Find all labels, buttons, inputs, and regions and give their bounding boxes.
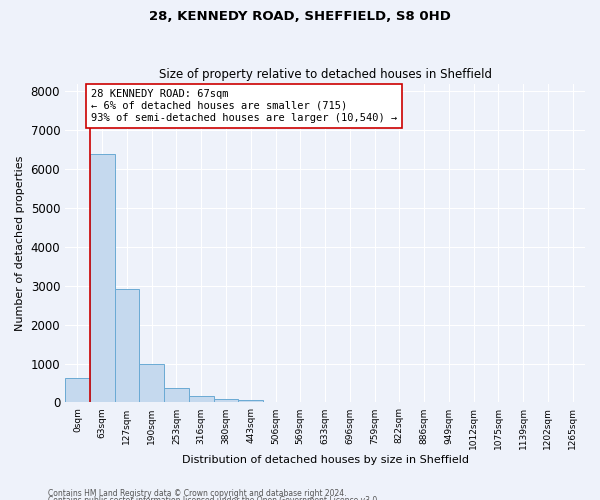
Bar xyxy=(115,289,139,403)
Bar xyxy=(189,396,214,402)
Bar xyxy=(139,364,164,403)
Text: Contains public sector information licensed under the Open Government Licence v3: Contains public sector information licen… xyxy=(48,496,380,500)
Text: Contains HM Land Registry data © Crown copyright and database right 2024.: Contains HM Land Registry data © Crown c… xyxy=(48,488,347,498)
Bar xyxy=(164,388,189,402)
Bar xyxy=(65,378,90,402)
Y-axis label: Number of detached properties: Number of detached properties xyxy=(15,156,25,330)
Bar xyxy=(238,400,263,402)
Text: 28 KENNEDY ROAD: 67sqm
← 6% of detached houses are smaller (715)
93% of semi-det: 28 KENNEDY ROAD: 67sqm ← 6% of detached … xyxy=(91,90,397,122)
Title: Size of property relative to detached houses in Sheffield: Size of property relative to detached ho… xyxy=(158,68,491,81)
X-axis label: Distribution of detached houses by size in Sheffield: Distribution of detached houses by size … xyxy=(182,455,469,465)
Bar xyxy=(214,399,238,402)
Text: 28, KENNEDY ROAD, SHEFFIELD, S8 0HD: 28, KENNEDY ROAD, SHEFFIELD, S8 0HD xyxy=(149,10,451,23)
Bar xyxy=(90,154,115,402)
